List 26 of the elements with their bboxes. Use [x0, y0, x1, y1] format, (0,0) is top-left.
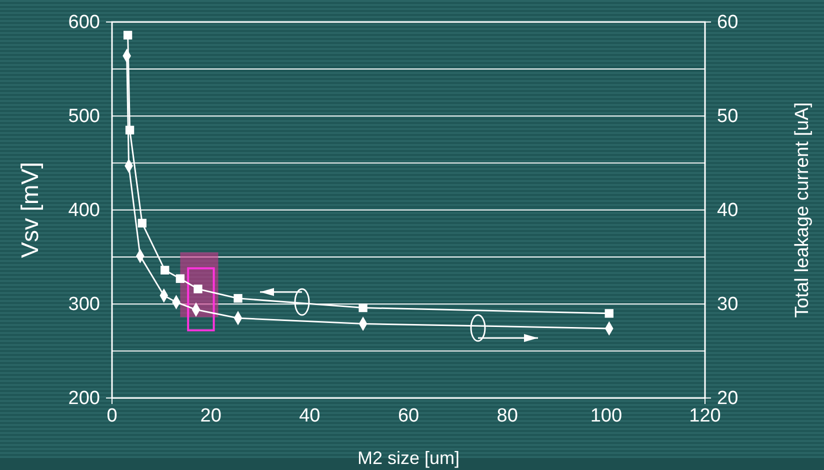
y2-tick-label: 30	[717, 294, 738, 316]
y-tick-label: 500	[68, 106, 100, 128]
y2-tick-label: 40	[717, 200, 738, 222]
y2-tick-label: 60	[717, 12, 738, 34]
x-tick-label: 80	[496, 405, 518, 426]
point	[234, 294, 242, 303]
x-tick-label: 20	[200, 405, 222, 426]
y-tick-label: 200	[68, 388, 100, 410]
y-tick-label: 600	[68, 12, 100, 34]
x-tick-label: 0	[106, 405, 118, 426]
y2-tick-label: 50	[717, 106, 738, 128]
x-tick-label: 60	[398, 405, 420, 426]
point	[194, 284, 202, 294]
y-tick-label: 300	[68, 294, 100, 316]
point	[160, 266, 170, 274]
point	[123, 30, 132, 40]
point	[358, 303, 368, 312]
point	[604, 309, 614, 318]
x-tick-label: 100	[590, 405, 622, 426]
y-tick-label: 400	[68, 200, 100, 222]
y2-axis-title: Total leakage current [uA]	[792, 102, 813, 318]
x-tick-label: 40	[299, 405, 320, 426]
point	[138, 218, 146, 228]
point	[176, 274, 185, 283]
x-axis-title: M2 size [um]	[357, 448, 460, 468]
y-axis-title: Vsv [mV]	[17, 162, 44, 258]
